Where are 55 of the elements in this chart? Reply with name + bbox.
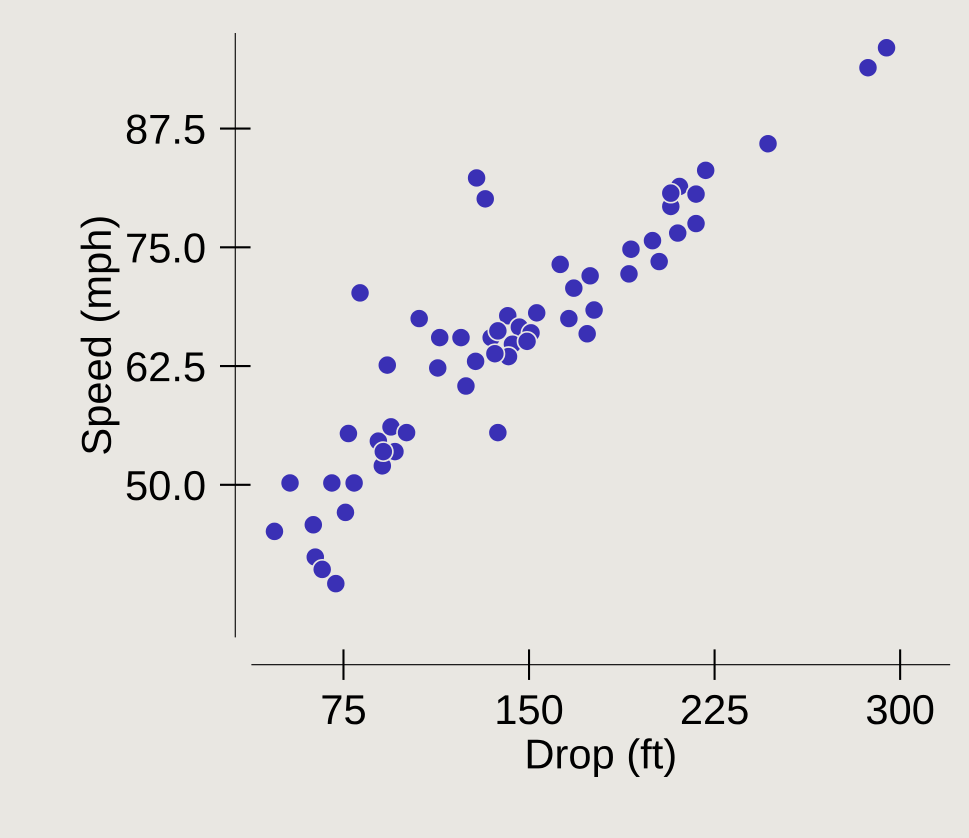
point [550, 254, 571, 275]
point [584, 300, 605, 320]
point [876, 37, 897, 58]
y-axis-title: Speed (mph) [80, 217, 120, 454]
point [338, 423, 359, 444]
point [558, 308, 580, 329]
point [667, 222, 688, 244]
point [312, 559, 333, 580]
x-tick-label: 225 [682, 694, 748, 724]
point [264, 521, 285, 542]
y-tick-label: 75.0 [127, 233, 204, 263]
point [758, 133, 778, 154]
y-tick-label: 50.0 [126, 470, 204, 500]
y-tick-label: 87.5 [126, 114, 204, 144]
point [335, 502, 356, 523]
point [427, 358, 448, 378]
point [396, 422, 417, 443]
point [380, 416, 402, 438]
point [642, 230, 663, 252]
point [660, 182, 682, 204]
point [487, 320, 508, 342]
point [576, 323, 598, 344]
point [695, 160, 716, 181]
point [450, 327, 472, 348]
point [302, 514, 324, 536]
point [280, 472, 300, 494]
point [618, 264, 640, 284]
point [858, 57, 878, 78]
point [487, 422, 508, 443]
point [686, 184, 706, 205]
point [580, 265, 601, 286]
point [344, 472, 365, 494]
x-tick-label: 300 [866, 694, 934, 724]
y-tick-label: 62.5 [127, 352, 204, 382]
point [456, 376, 476, 396]
point [474, 188, 496, 210]
point [408, 308, 430, 329]
point [429, 327, 450, 348]
x-tick-label: 150 [497, 694, 562, 724]
point [526, 302, 548, 324]
point [484, 343, 506, 364]
point [350, 282, 370, 304]
point [466, 168, 487, 188]
point [465, 350, 486, 372]
point [372, 441, 394, 462]
x-axis-title: Drop (ft) [528, 738, 675, 778]
point [648, 251, 670, 272]
point [376, 354, 398, 376]
point [325, 573, 346, 594]
point [686, 213, 706, 234]
x-tick-label: 75 [322, 695, 365, 724]
point [516, 330, 538, 352]
point [620, 238, 642, 260]
point [563, 278, 584, 299]
point [321, 472, 342, 494]
